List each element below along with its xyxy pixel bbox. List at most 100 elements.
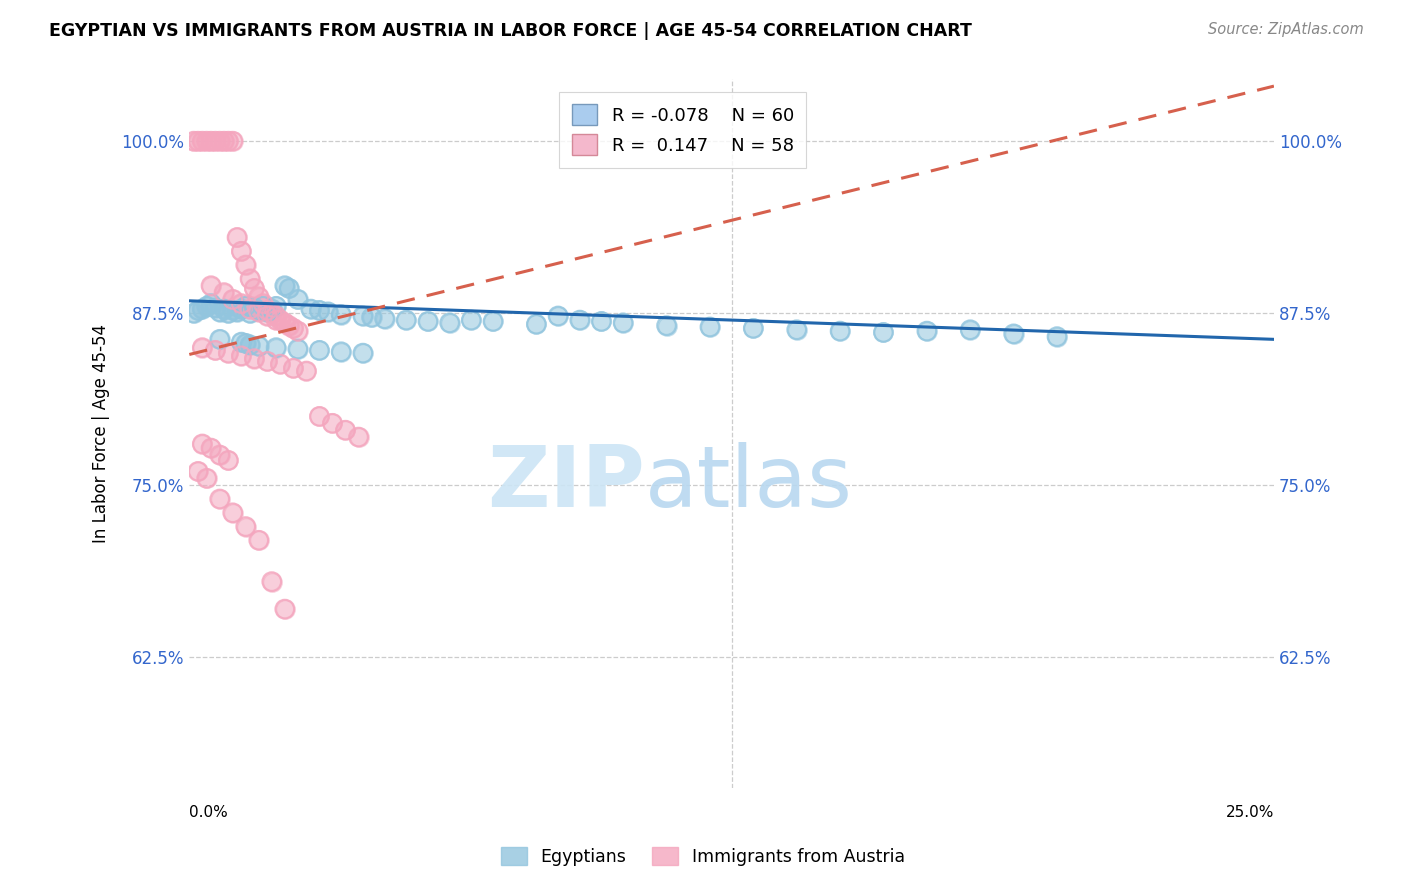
Point [235,336,257,351]
Point [416,314,439,328]
Text: EGYPTIAN VS IMMIGRANTS FROM AUSTRIA IN LABOR FORCE | AGE 45-54 CORRELATION CHART: EGYPTIAN VS IMMIGRANTS FROM AUSTRIA IN L… [49,22,972,40]
Point [959,323,981,337]
Point [352,309,374,323]
Point [256,354,278,368]
Point [235,519,257,533]
Point [395,313,418,327]
Point [217,306,239,320]
Point [183,134,205,148]
Point [299,301,322,316]
Point [191,341,214,355]
Point [247,533,270,548]
Point [226,305,249,319]
Point [247,303,270,318]
Point [264,299,287,313]
Point [872,326,894,340]
Point [335,423,357,437]
Point [212,285,235,300]
Point [274,316,297,330]
Point [195,134,218,148]
Point [217,453,239,467]
Point [330,344,353,359]
Point [308,303,330,318]
Point [247,339,270,353]
Point [264,299,287,313]
Point [1002,326,1025,341]
Point [274,278,297,293]
Point [200,278,222,293]
Point [204,134,226,148]
Point [786,323,808,337]
Point [247,339,270,353]
Point [239,301,262,316]
Point [239,272,262,286]
Point [235,258,257,272]
Point [260,306,283,320]
Point [256,303,278,318]
Point [287,342,309,356]
Legend: Egyptians, Immigrants from Austria: Egyptians, Immigrants from Austria [494,840,912,872]
Point [243,351,266,366]
Point [1002,326,1025,341]
Point [252,299,274,313]
Point [352,309,374,323]
Point [239,306,262,320]
Point [828,324,851,338]
Point [252,296,274,310]
Point [243,281,266,295]
Point [247,290,270,304]
Point [191,301,214,316]
Point [243,301,266,315]
Point [959,323,981,337]
Point [260,301,283,316]
Point [915,324,938,338]
Point [247,305,270,319]
Point [568,313,591,327]
Point [212,285,235,300]
Point [524,317,547,331]
Point [1046,329,1069,343]
Point [191,301,214,316]
Point [308,409,330,424]
Point [612,316,634,330]
Point [204,343,226,358]
Point [264,341,287,355]
Point [283,361,305,376]
Point [335,423,357,437]
Point [295,364,318,378]
Point [308,343,330,358]
Point [204,301,226,315]
Point [226,230,249,244]
Point [231,301,253,316]
Point [195,471,218,485]
Point [256,305,278,319]
Point [226,230,249,244]
Point [308,303,330,318]
Point [235,336,257,351]
Point [283,321,305,335]
Point [347,430,370,444]
Point [221,134,243,148]
Point [208,305,231,319]
Point [247,303,270,318]
Point [287,293,309,307]
Text: 0.0%: 0.0% [190,805,228,820]
Point [283,321,305,335]
Point [221,134,243,148]
Point [347,430,370,444]
Point [208,134,231,148]
Point [330,308,353,322]
Text: atlas: atlas [645,442,853,524]
Point [269,313,291,327]
Point [231,349,253,363]
Point [217,134,239,148]
Point [1046,329,1069,343]
Point [316,305,339,319]
Point [274,602,297,616]
Point [295,364,318,378]
Point [264,309,287,323]
Point [208,448,231,462]
Point [191,437,214,451]
Point [278,318,301,333]
Point [260,574,283,589]
